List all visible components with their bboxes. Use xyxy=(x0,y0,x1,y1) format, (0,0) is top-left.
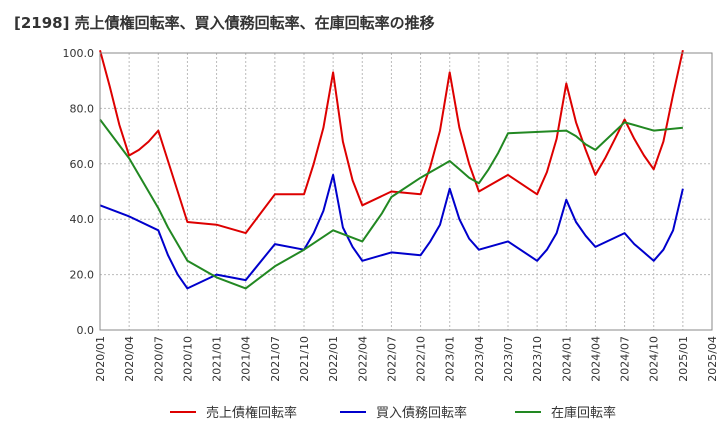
y-tick-label: 20.0 xyxy=(70,269,95,282)
series-line xyxy=(99,173,684,290)
x-axis-ticks: 2020/01 2020/04 2020/07 2020/10 2021/01 2021/… xyxy=(94,336,719,382)
x-tick-label: 2024/01 xyxy=(560,336,573,382)
y-tick-label: 40.0 xyxy=(70,213,95,226)
x-tick-label: 2022/04 xyxy=(356,336,369,382)
x-tick-label: 2023/07 xyxy=(502,336,515,382)
legend-label: 買入債務回転率 xyxy=(376,405,467,421)
x-tick-label: 2021/07 xyxy=(269,336,282,382)
x-tick-label: 2022/01 xyxy=(327,336,340,382)
x-tick-label: 2024/07 xyxy=(619,336,632,382)
x-tick-label: 2023/01 xyxy=(444,336,457,382)
x-tick-label: 2023/04 xyxy=(473,336,486,382)
x-tick-label: 2020/10 xyxy=(181,336,194,382)
x-tick-label: 2022/07 xyxy=(385,336,398,382)
y-tick-label: 100.0 xyxy=(63,47,95,60)
chart-title: [2198] 売上債権回転率、買入債務回転率、在庫回転率の推移 xyxy=(14,14,435,32)
x-tick-label: 2021/10 xyxy=(298,336,311,382)
series-lines xyxy=(99,49,684,290)
x-tick-label: 2024/04 xyxy=(589,336,602,382)
legend: 売上債権回転率 買入債務回転率 在庫回転率 xyxy=(170,405,616,421)
x-tick-label: 2021/04 xyxy=(240,336,253,382)
y-tick-label: 0.0 xyxy=(77,324,95,337)
series-line xyxy=(99,49,684,235)
x-tick-label: 2020/04 xyxy=(123,336,136,382)
x-tick-label: 2021/01 xyxy=(211,336,224,382)
series-line xyxy=(99,118,683,290)
x-tick-label: 2023/10 xyxy=(531,336,544,382)
y-axis-ticks: 0.0 20.0 40.0 60.0 80.0 100.0 xyxy=(63,47,95,337)
gridlines xyxy=(100,53,712,330)
legend-label: 売上債権回転率 xyxy=(206,405,297,421)
y-tick-label: 60.0 xyxy=(70,158,95,171)
x-tick-label: 2020/01 xyxy=(94,336,107,382)
plot-frame xyxy=(99,52,713,331)
x-tick-label: 2020/07 xyxy=(152,336,165,382)
x-tick-label: 2022/10 xyxy=(415,336,428,382)
x-tick-label: 2025/01 xyxy=(677,336,690,382)
x-tick-label: 2024/10 xyxy=(648,336,661,382)
y-tick-label: 80.0 xyxy=(70,102,95,115)
legend-label: 在庫回転率 xyxy=(551,405,616,421)
x-tick-label: 2025/04 xyxy=(706,336,719,382)
